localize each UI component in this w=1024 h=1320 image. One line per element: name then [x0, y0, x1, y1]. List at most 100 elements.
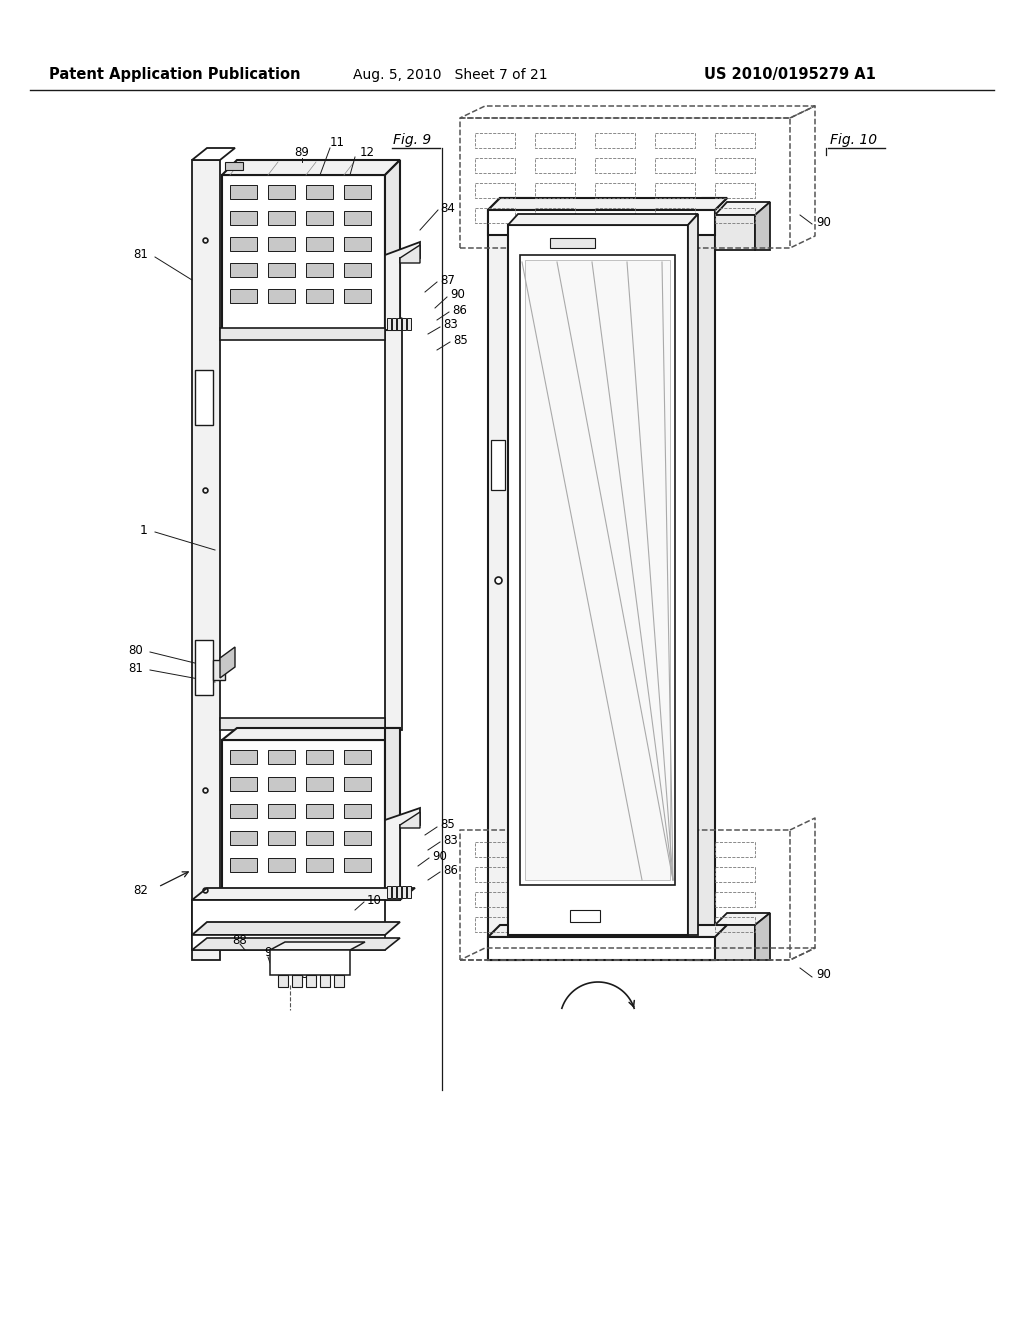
Bar: [230, 750, 257, 764]
Text: 82: 82: [133, 883, 148, 896]
Bar: [397, 318, 401, 330]
Bar: [525, 260, 670, 880]
Bar: [407, 886, 411, 898]
Polygon shape: [385, 318, 402, 730]
Text: Patent Application Publication: Patent Application Publication: [49, 67, 301, 82]
Text: 85: 85: [453, 334, 468, 346]
Bar: [230, 289, 257, 304]
Polygon shape: [488, 925, 727, 937]
Bar: [344, 289, 371, 304]
Polygon shape: [400, 812, 420, 828]
Text: 84: 84: [280, 964, 295, 977]
Bar: [268, 804, 295, 818]
Bar: [392, 318, 396, 330]
Polygon shape: [400, 246, 420, 263]
Bar: [344, 804, 371, 818]
Text: 90: 90: [816, 969, 830, 982]
Bar: [344, 750, 371, 764]
Polygon shape: [715, 925, 755, 960]
Text: 89: 89: [295, 147, 309, 160]
Polygon shape: [690, 210, 715, 960]
Text: 81: 81: [128, 661, 143, 675]
Bar: [195, 370, 213, 425]
Text: 11: 11: [330, 136, 345, 149]
Bar: [407, 318, 411, 330]
Bar: [344, 832, 371, 845]
Polygon shape: [213, 660, 225, 680]
Text: 9: 9: [264, 946, 271, 960]
Polygon shape: [193, 921, 400, 935]
Bar: [230, 832, 257, 845]
Bar: [306, 804, 333, 818]
Polygon shape: [193, 148, 234, 160]
Polygon shape: [222, 741, 385, 900]
Polygon shape: [193, 900, 385, 935]
Bar: [306, 289, 333, 304]
Polygon shape: [715, 202, 770, 215]
Text: Fig. 10: Fig. 10: [830, 133, 878, 147]
Bar: [344, 238, 371, 251]
Bar: [319, 975, 330, 987]
Polygon shape: [220, 718, 385, 730]
Polygon shape: [222, 160, 400, 176]
Polygon shape: [715, 215, 755, 249]
Bar: [306, 238, 333, 251]
Text: 90: 90: [450, 289, 465, 301]
Bar: [268, 750, 295, 764]
Text: 83: 83: [443, 318, 458, 331]
Bar: [344, 777, 371, 791]
Text: 80: 80: [128, 644, 143, 656]
Bar: [387, 318, 391, 330]
Polygon shape: [385, 160, 400, 330]
Polygon shape: [755, 202, 770, 249]
Bar: [402, 318, 406, 330]
Bar: [268, 211, 295, 224]
Bar: [230, 185, 257, 199]
Text: 10: 10: [367, 894, 382, 907]
Text: US 2010/0195279 A1: US 2010/0195279 A1: [705, 67, 876, 82]
Bar: [570, 909, 600, 921]
Bar: [392, 886, 396, 898]
Polygon shape: [755, 913, 770, 960]
Polygon shape: [488, 198, 727, 210]
Bar: [225, 162, 243, 170]
Polygon shape: [385, 729, 400, 900]
Text: 86: 86: [443, 863, 458, 876]
Bar: [306, 185, 333, 199]
Text: 84: 84: [440, 202, 455, 214]
Polygon shape: [488, 198, 532, 210]
Bar: [550, 238, 595, 248]
Text: 90: 90: [816, 215, 830, 228]
Bar: [230, 238, 257, 251]
Bar: [306, 777, 333, 791]
Bar: [520, 255, 675, 884]
Text: 86: 86: [452, 304, 467, 317]
Bar: [334, 975, 344, 987]
Bar: [344, 263, 371, 277]
Polygon shape: [222, 176, 385, 330]
Polygon shape: [690, 198, 727, 210]
Text: 87: 87: [440, 273, 455, 286]
Polygon shape: [193, 939, 400, 950]
Bar: [230, 804, 257, 818]
Bar: [387, 886, 391, 898]
Bar: [306, 975, 316, 987]
Bar: [268, 185, 295, 199]
Polygon shape: [220, 647, 234, 678]
Bar: [230, 777, 257, 791]
Polygon shape: [270, 950, 350, 975]
Polygon shape: [508, 224, 688, 935]
Bar: [397, 886, 401, 898]
Polygon shape: [270, 942, 365, 950]
Bar: [230, 858, 257, 873]
Bar: [344, 858, 371, 873]
Polygon shape: [193, 935, 385, 950]
Bar: [306, 211, 333, 224]
Polygon shape: [688, 214, 698, 935]
Bar: [306, 832, 333, 845]
Bar: [278, 975, 288, 987]
Text: 85: 85: [440, 818, 455, 832]
Polygon shape: [385, 242, 420, 330]
Polygon shape: [488, 210, 520, 960]
Bar: [268, 289, 295, 304]
